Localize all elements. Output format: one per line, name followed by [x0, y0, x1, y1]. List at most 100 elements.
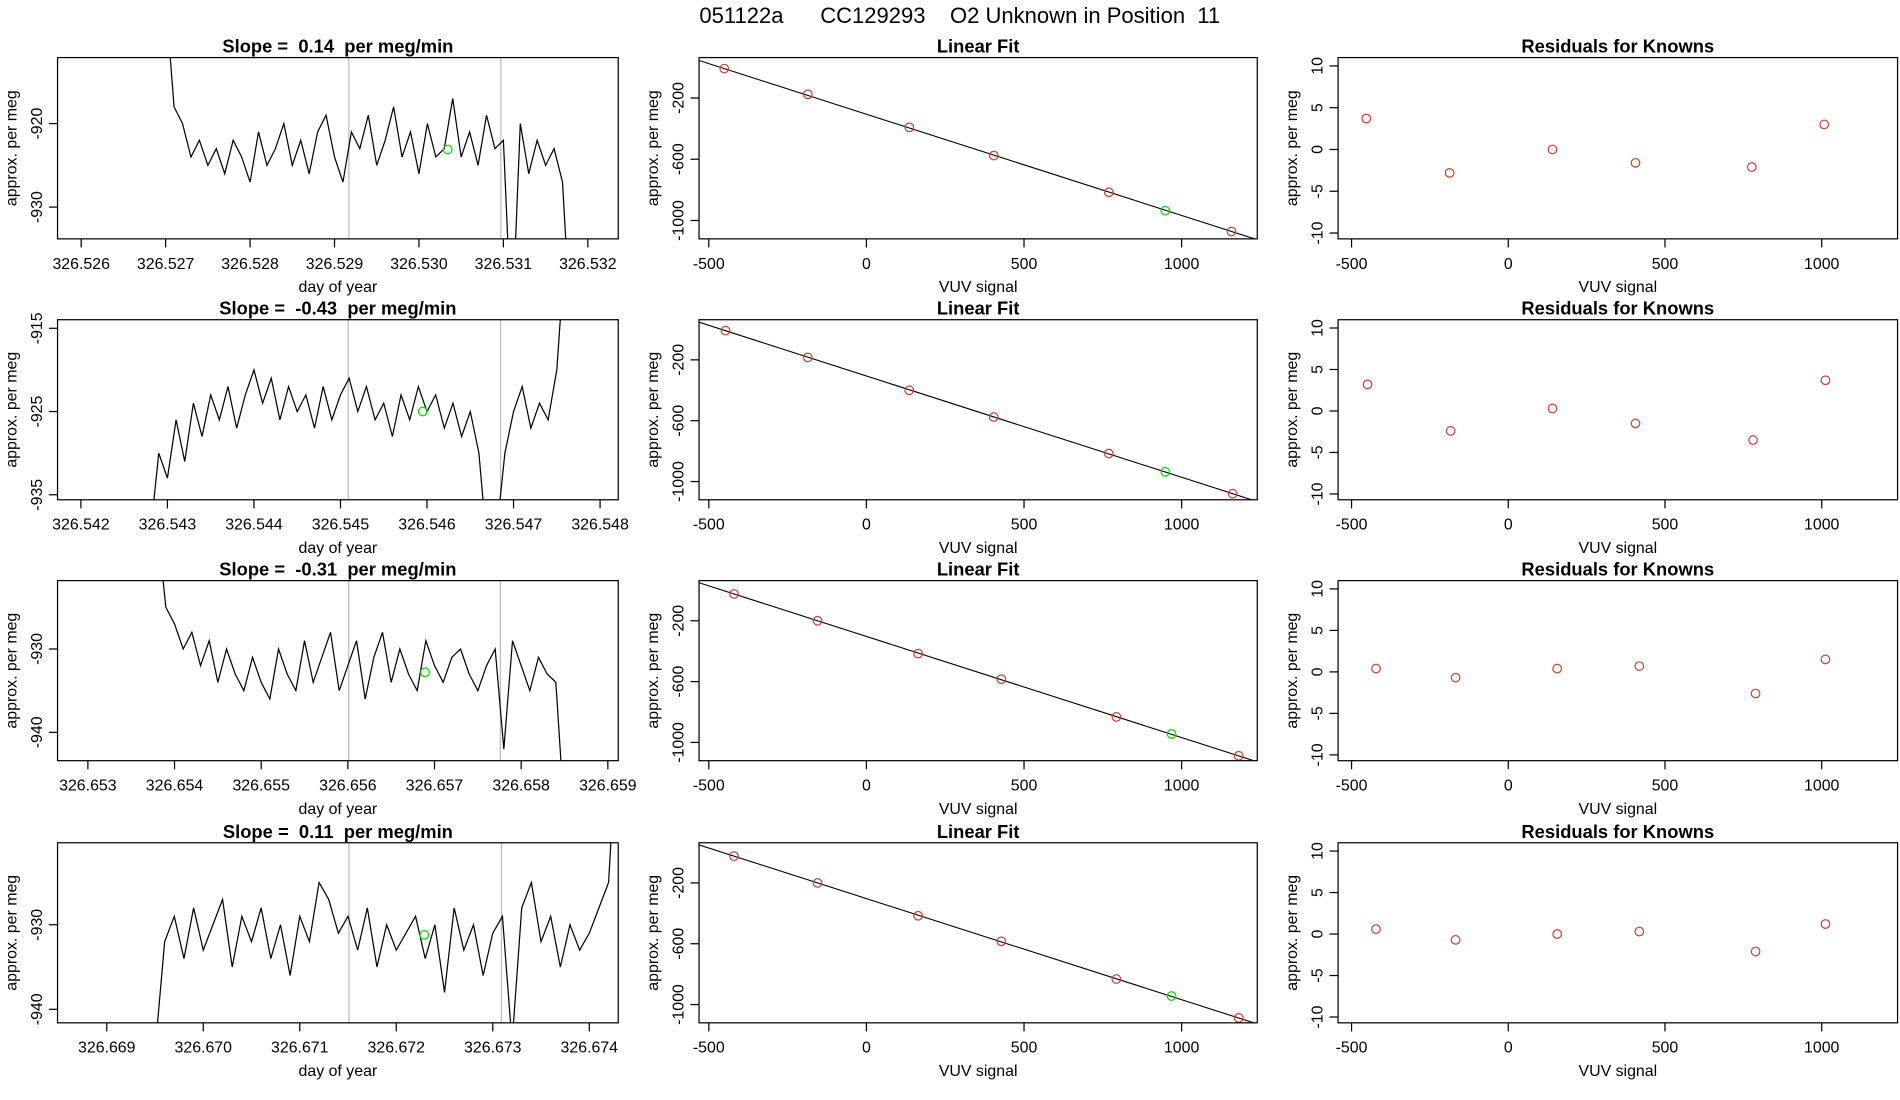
x-tick-label: 326.543	[139, 517, 197, 534]
data-point	[1547, 144, 1558, 155]
y-tick-label: 0	[1310, 406, 1327, 415]
x-tick-label: 326.674	[561, 1040, 619, 1057]
data-point	[729, 589, 739, 599]
plot-area	[699, 582, 1256, 761]
data-point	[1634, 661, 1645, 671]
y-tick-label: -200	[671, 344, 688, 376]
data-point	[1445, 426, 1456, 436]
panel-title: Linear Fit	[937, 298, 1020, 319]
x-tick-label: -500	[693, 517, 725, 534]
x-axis-label: VUV signal	[939, 801, 1018, 818]
panel-title: Residuals for Knowns	[1521, 298, 1714, 319]
x-tick-label: 326.548	[571, 517, 629, 534]
x-tick-label: 0	[1504, 778, 1513, 795]
data-point	[1750, 946, 1761, 957]
panel-title: Linear Fit	[937, 36, 1020, 57]
x-tick-label: 326.657	[406, 778, 464, 795]
data-point	[1748, 435, 1758, 445]
panel-title: Linear Fit	[937, 559, 1020, 580]
data-point	[1371, 924, 1381, 934]
data-point	[904, 385, 915, 396]
y-tick-label: -10	[1310, 482, 1327, 505]
plot-frame	[56, 319, 619, 501]
x-tick-label: 326.547	[485, 517, 543, 534]
x-axis-label: day of year	[299, 279, 378, 296]
y-axis-label: approx. per meg	[3, 352, 20, 468]
x-tick-label: 326.656	[319, 778, 377, 795]
y-tick-label: -600	[671, 405, 688, 437]
data-line	[162, 580, 562, 761]
x-tick-label: 1000	[1164, 517, 1200, 534]
x-tick-label: 0	[862, 1040, 871, 1057]
x-axis-label: VUV signal	[1578, 801, 1657, 818]
x-tick-label: 1000	[1804, 778, 1840, 795]
x-tick-label: 326.530	[390, 256, 448, 273]
plot-area	[169, 57, 567, 239]
y-tick-label: 0	[1310, 929, 1327, 938]
x-tick-label: 326.545	[312, 517, 370, 534]
plot-area	[699, 59, 1257, 239]
x-tick-label: 500	[1652, 778, 1679, 795]
x-tick-label: 1000	[1164, 256, 1200, 273]
x-tick-label: -500	[693, 256, 725, 273]
data-point	[913, 648, 924, 659]
panel-title: Residuals for Knowns	[1521, 559, 1714, 580]
panel-title: Residuals for Knowns	[1521, 36, 1714, 57]
plot-frame	[56, 842, 619, 1024]
x-tick-label: 326.673	[464, 1040, 522, 1057]
plot-frame	[698, 56, 1258, 240]
x-tick-label: -500	[1336, 778, 1368, 795]
data-point	[719, 63, 730, 74]
y-tick-label: -920	[29, 108, 46, 140]
data-point	[1371, 663, 1381, 674]
y-tick-label: 0	[1310, 145, 1327, 154]
plot-frame	[698, 319, 1258, 501]
plot-area	[1371, 654, 1831, 699]
data-point	[988, 412, 999, 422]
data-point	[729, 851, 739, 862]
data-line	[153, 319, 561, 500]
y-tick-label: -925	[29, 395, 46, 427]
x-tick-label: 0	[1504, 1040, 1513, 1057]
x-tick-label: 500	[1011, 256, 1038, 273]
plot-frame	[1337, 580, 1899, 762]
y-tick-label: 5	[1310, 103, 1327, 112]
data-point	[1819, 119, 1830, 130]
x-tick-label: 326.546	[398, 517, 456, 534]
x-axis-label: VUV signal	[939, 540, 1018, 557]
x-tick-label: 326.653	[59, 778, 117, 795]
x-axis-label: VUV signal	[1578, 279, 1657, 296]
y-tick-label: -1000	[671, 200, 688, 241]
data-point	[802, 352, 813, 363]
data-point	[904, 122, 915, 133]
y-tick-label: -5	[1310, 445, 1327, 459]
y-axis-label: approx. per meg	[645, 352, 662, 468]
fit-line	[699, 59, 1257, 239]
x-tick-label: 0	[862, 778, 871, 795]
x-tick-label: 326.658	[492, 778, 550, 795]
data-point	[1630, 418, 1641, 429]
y-tick-label: -1000	[671, 984, 688, 1025]
data-point	[1160, 205, 1171, 216]
y-tick-label: -5	[1310, 968, 1327, 982]
data-point	[1820, 919, 1831, 929]
x-tick-label: 326.531	[475, 256, 533, 273]
plot-frame	[56, 580, 619, 762]
plot-area	[1362, 375, 1831, 445]
panel-title: Slope = 0.11 per meg/min	[223, 821, 453, 842]
y-tick-label: -935	[29, 479, 46, 511]
page-title: 051122a CC129293 O2 Unknown in Position …	[699, 3, 1220, 28]
y-tick-label: -10	[1310, 743, 1327, 766]
y-tick-label: -200	[671, 605, 688, 637]
x-tick-label: 326.670	[175, 1040, 233, 1057]
y-tick-label: -930	[29, 633, 46, 665]
data-point	[417, 406, 428, 417]
x-tick-label: -500	[1336, 517, 1368, 534]
x-tick-label: 500	[1652, 256, 1679, 273]
data-line	[156, 842, 612, 1023]
plot-frame	[698, 580, 1258, 762]
data-point	[1820, 375, 1831, 386]
x-tick-label: 326.528	[221, 256, 279, 273]
data-point	[1362, 379, 1373, 390]
